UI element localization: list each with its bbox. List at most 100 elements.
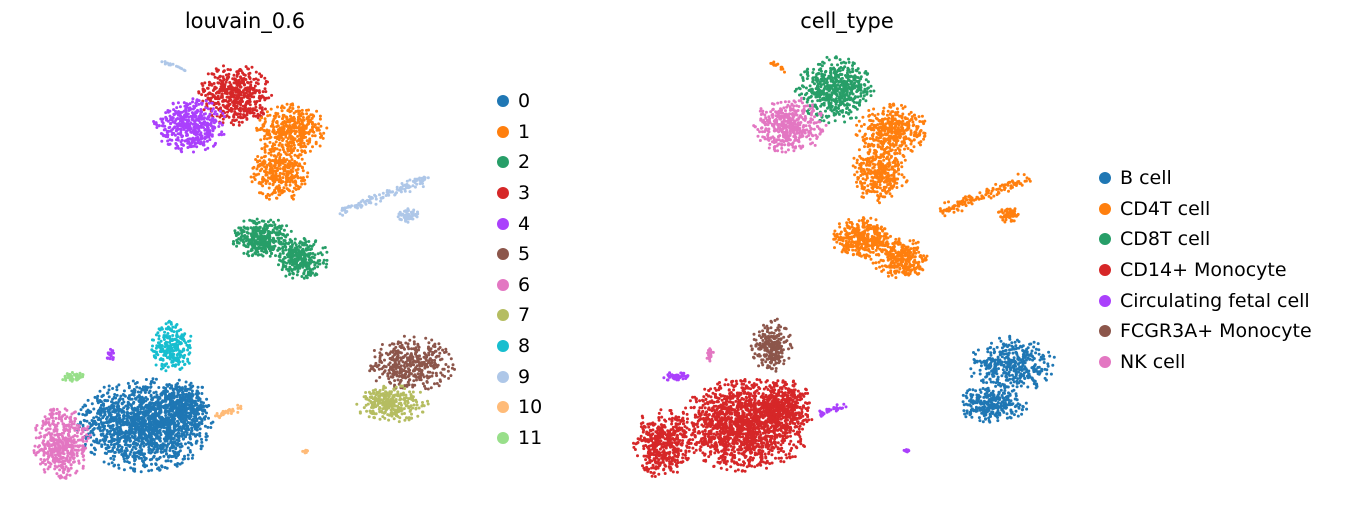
cell-point	[287, 249, 291, 253]
cell-point	[232, 240, 235, 243]
cell-point	[255, 126, 259, 130]
cell-point	[408, 190, 412, 194]
cell-point	[411, 184, 415, 188]
cell-point	[150, 426, 153, 430]
cell-point	[199, 400, 203, 404]
cell-point	[72, 438, 76, 442]
cell-point	[113, 416, 117, 419]
cell-point	[247, 67, 250, 71]
cell-point	[301, 176, 305, 180]
cell-point	[70, 450, 74, 453]
cell-point	[176, 101, 180, 105]
cell-point	[181, 410, 185, 413]
cell-point	[421, 182, 424, 185]
cell-point	[66, 441, 70, 445]
legend-marker	[1099, 264, 1111, 277]
cell-point	[53, 464, 57, 468]
cell-point	[257, 172, 261, 176]
cell-point	[186, 127, 190, 130]
cell-point	[206, 146, 210, 150]
cell-point	[175, 128, 179, 132]
cell-point	[189, 441, 193, 445]
cell-point	[58, 468, 62, 472]
cell-point	[303, 241, 307, 245]
cell-point	[302, 252, 306, 256]
cell-point	[248, 103, 252, 107]
cell-point	[92, 407, 96, 411]
cell-point	[55, 429, 59, 433]
legend-item: CD14+ Monocyte	[1099, 255, 1312, 286]
cell-point	[181, 415, 185, 419]
cell-point	[177, 117, 181, 121]
cell-point	[180, 150, 184, 154]
cell-point	[52, 437, 56, 441]
cell-point	[163, 448, 167, 452]
cell-point	[209, 92, 213, 96]
cell-point	[219, 121, 223, 125]
cell-point	[175, 64, 178, 68]
legend-item: 5	[497, 239, 542, 270]
cell-point	[122, 468, 126, 472]
cell-point	[174, 142, 178, 145]
cell-point	[260, 156, 264, 160]
cell-point	[70, 412, 74, 416]
cell-point	[55, 472, 59, 476]
cell-point	[57, 452, 61, 456]
cell-point	[238, 237, 242, 241]
cell-point	[285, 224, 289, 228]
cell-point	[295, 273, 299, 277]
cell-point	[164, 111, 168, 115]
cell-point	[282, 228, 286, 232]
cell-point	[272, 154, 276, 158]
cell-point	[311, 255, 315, 259]
cell-point	[196, 385, 200, 389]
cell-point	[202, 116, 206, 120]
cell-point	[191, 432, 195, 436]
cell-point	[125, 460, 129, 464]
cell-point	[101, 429, 105, 432]
cell-point	[188, 128, 192, 131]
cell-point	[55, 423, 59, 427]
legend-item: 0	[497, 86, 542, 117]
cell-point	[104, 421, 108, 424]
cell-point	[252, 175, 256, 179]
cell-point	[49, 408, 52, 412]
cell-point	[249, 80, 253, 84]
cell-point	[273, 136, 277, 139]
cell-point	[44, 447, 47, 451]
cell-point	[183, 423, 187, 427]
cell-point	[77, 428, 81, 432]
cell-point	[403, 189, 407, 193]
cell-point	[133, 389, 137, 392]
cell-point	[309, 113, 313, 117]
cluster-points	[338, 175, 430, 217]
cell-point	[300, 275, 304, 278]
cell-point	[311, 145, 314, 149]
cell-point	[55, 447, 59, 451]
cell-point	[226, 75, 230, 79]
cell-point	[85, 419, 89, 423]
cell-point	[182, 437, 185, 441]
cell-point	[296, 149, 300, 152]
cell-point	[169, 122, 173, 125]
cell-point	[159, 132, 163, 135]
cell-point	[157, 431, 161, 435]
cell-point	[287, 125, 291, 129]
cell-point	[154, 432, 158, 436]
cell-point	[155, 400, 159, 404]
cell-point	[281, 133, 285, 137]
cell-point	[284, 133, 288, 137]
cell-point	[200, 114, 204, 118]
cell-point	[98, 418, 102, 422]
cell-point	[172, 108, 176, 112]
cell-point	[234, 234, 238, 238]
cell-point	[393, 193, 397, 196]
cell-point	[164, 432, 168, 436]
cell-point	[272, 114, 276, 118]
cell-point	[320, 134, 324, 138]
cell-point	[287, 129, 291, 133]
cell-point	[61, 434, 64, 438]
cell-point	[39, 462, 42, 466]
cell-point	[147, 441, 150, 445]
cell-point	[256, 116, 260, 120]
